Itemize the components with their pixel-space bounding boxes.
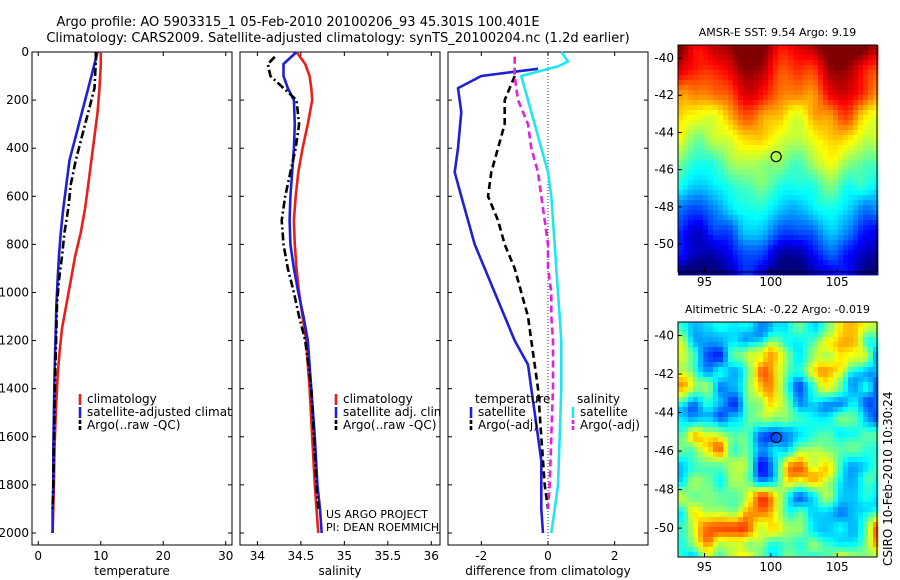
y-tick-label: 1800 [0,478,29,492]
series-line-climatology [292,51,320,534]
footer-pi: PI: DEAN ROEMMICH [326,521,439,534]
footer-stamp: CSIRO 10-Feb-2010 10:30:24 [881,391,895,566]
lat-tick-label: -48 [654,200,674,214]
sla-map-panel: Altimetric SLA: -0.22 Argo: -0.019 95 100 1… [654,303,879,574]
lat-tick-label: -44 [654,125,674,139]
lat-tick-label: -44 [654,406,674,420]
lat-tick-label: -42 [654,88,674,102]
sst-map-panel: AMSR-E SST: 9.54 Argo: 9.19 95 100 105 -40 -4… [654,26,879,289]
x-tick-label: 34 [250,549,265,563]
y-tick-label: 1400 [0,382,29,396]
legend-label: satellite [580,405,628,419]
map-title: Altimetric SLA: -0.22 Argo: -0.019 [685,303,870,316]
legend-label: climatology [343,392,413,406]
y-tick-label: 400 [6,141,29,155]
legend-label: climatology [87,392,157,406]
plot-frame [31,51,233,546]
y-tick-label: 2000 [0,526,29,540]
lat-tick-label: -46 [654,444,674,458]
series-line-climatology [51,52,103,534]
y-tick-label: 200 [6,93,29,107]
x-tick-label: 0 [34,549,42,563]
x-tick-label: 34.5 [288,549,315,563]
x-tick-label: 20 [156,549,171,563]
x-tick-label: 30 [218,549,233,563]
lat-tick-label: -46 [654,163,674,177]
lon-tick-label: 95 [697,275,712,289]
argo-position-marker [770,151,782,163]
legend-label: temperature [475,392,550,406]
series-line-argo-raw-qc- [51,52,98,509]
lat-tick-label: -50 [654,237,674,251]
x-tick-label: 2 [611,549,619,563]
y-tick-label: 1600 [0,430,29,444]
x-axis-label: salinity [318,564,361,578]
legend-label: Argo(..raw -QC) [343,418,436,432]
lat-tick-label: -40 [654,328,674,342]
footer-project: US ARGO PROJECT [326,508,428,521]
lat-tick-label: -50 [654,521,674,535]
legend-label: Argo(-adj) [478,418,538,432]
legend-label: satellite [478,405,526,419]
x-tick-label: 36 [424,549,439,563]
series-line-satellite [453,67,545,534]
lon-tick-label: 95 [697,560,712,574]
series-line-satellite-adjusted-climatology [51,51,99,533]
lon-tick-label: 100 [759,560,782,574]
lat-tick-label: -40 [654,51,674,65]
y-tick-label: 1000 [0,285,29,299]
legend-label: Argo(-adj) [580,418,640,432]
x-tick-label: 0 [544,549,552,563]
legend-label: satellite-adjusted climatology [87,405,265,419]
legend-label: Argo(..raw -QC) [87,418,180,432]
legend-label: satellite adj. clim. [343,405,449,419]
map-frame [677,44,878,273]
map-frame [677,321,878,558]
salinity-panel: 34 34.5 35 35.5 36 salinity climatologysatelli… [239,51,449,578]
y-tick-label: 600 [6,189,29,203]
temperature-panel: 0 10 20 30 0 200 400 600 800 1000 1200 1400 1600 1800… [0,45,265,578]
legend-label: salinity [577,392,620,406]
lon-tick-label: 100 [759,275,782,289]
y-tick-label: 0 [21,45,29,59]
header-line-1: Argo profile: AO 5903315_1 05-Feb-2010 2… [56,15,539,30]
x-tick-label: 35.5 [374,549,401,563]
x-axis-label: difference from climatology [465,564,631,578]
series-line-argo-adj- [513,56,555,509]
series-line-satellite [519,51,570,534]
x-tick-label: -2 [475,549,487,563]
legend: temperaturesatelliteArgo(-adj)salinitysa… [469,392,640,432]
map-title: AMSR-E SST: 9.54 Argo: 9.19 [699,26,857,39]
argo-position-marker [770,431,782,444]
map-field [678,45,879,276]
x-tick-label: 35 [337,549,352,563]
lat-tick-label: -42 [654,367,674,381]
header-line-2: Climatology: CARS2009. Satellite-adjuste… [46,31,629,46]
x-axis-label: temperature [94,564,169,578]
map-field [678,322,879,558]
y-tick-label: 800 [6,237,29,251]
plot-frame [239,51,441,546]
lat-tick-label: -48 [654,483,674,497]
series-line-argo-adj- [486,75,550,510]
y-tick-label: 1200 [0,334,29,348]
lon-tick-label: 105 [826,560,849,574]
x-tick-label: 10 [93,549,108,563]
lon-tick-label: 105 [826,275,849,289]
series-line-argo-raw-qc- [266,55,320,509]
